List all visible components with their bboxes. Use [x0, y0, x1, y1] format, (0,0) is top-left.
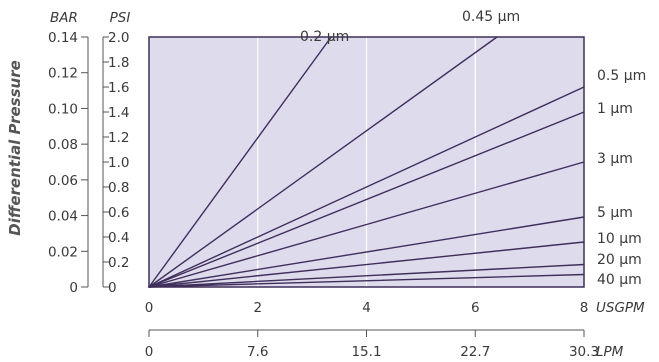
series-label: 0.45 µm	[462, 9, 520, 25]
series-label: 20 µm	[597, 252, 642, 268]
psi-tick-label: 1.6	[108, 80, 129, 96]
usgpm-tick-label: 4	[362, 300, 371, 316]
psi-tick-label: 0.6	[108, 205, 129, 221]
psi-tick-label: 0.8	[108, 180, 129, 196]
lpm-tick-label: 0	[145, 344, 154, 360]
lpm-tick-label: 30.3	[569, 344, 599, 360]
series-line	[148, 273, 585, 288]
bar-tick-label: 0.12	[48, 66, 78, 82]
psi-tick-label: 1.2	[108, 130, 129, 146]
bar-tick-label: 0.06	[48, 173, 78, 189]
psi-tick-label: 0.2	[108, 255, 129, 271]
bar-unit-label: BAR	[50, 10, 78, 26]
series-label: 5 µm	[597, 205, 633, 221]
series-label: 0.5 µm	[597, 68, 646, 84]
series-line	[148, 111, 585, 288]
usgpm-unit-label: USGPM	[596, 300, 645, 316]
lpm-tick-label: 22.7	[460, 344, 490, 360]
series-line	[148, 36, 498, 288]
psi-tick-label: 1.0	[108, 155, 129, 171]
series-label: 40 µm	[597, 272, 642, 288]
lpm-tick-label: 7.6	[247, 344, 268, 360]
series-label: 10 µm	[597, 231, 642, 247]
usgpm-tick-label: 0	[145, 300, 154, 316]
series-line	[148, 161, 585, 288]
usgpm-tick-label: 2	[253, 300, 262, 316]
grid-lines	[257, 37, 476, 287]
bar-tick-label: 0.14	[48, 30, 78, 46]
psi-tick-label: 1.4	[108, 105, 129, 121]
psi-tick-label: 1.8	[108, 55, 129, 71]
bar-tick-label: 0.02	[48, 244, 78, 260]
bar-tick-label: 0.10	[48, 101, 78, 117]
lpm-unit-label: LPM	[596, 344, 624, 360]
series-line	[148, 241, 585, 288]
psi-tick-label: 0	[108, 280, 117, 296]
usgpm-tick-label: 6	[471, 300, 480, 316]
bar-tick-label: 0.04	[48, 209, 78, 225]
series-lines	[148, 36, 585, 288]
psi-tick-label: 0.4	[108, 230, 129, 246]
psi-tick-label: 2.0	[108, 30, 129, 46]
psi-unit-label: PSI	[110, 10, 131, 26]
series-label: 0.2 µm	[300, 29, 349, 45]
lpm-tick-label: 15.1	[351, 344, 381, 360]
usgpm-tick-label: 8	[580, 300, 589, 316]
bar-tick-label: 0	[69, 280, 78, 296]
plot-frame	[148, 36, 585, 288]
series-labels: 0.2 µm 0.45 µm 0.5 µm 1 µm 3 µm 5 µm 10 µm 20 µ…	[300, 9, 646, 288]
axes: 0 0.02 0.04 0.06 0.08 0.10 0.12 0.14 BAR 0 0.2 0.4 0…	[48, 10, 645, 360]
series-line	[148, 216, 585, 288]
series-label: 3 µm	[597, 151, 633, 167]
y-axis-title: Differential Pressure	[6, 60, 24, 236]
bar-tick-label: 0.08	[48, 137, 78, 153]
series-line	[148, 86, 585, 288]
series-label: 1 µm	[597, 101, 633, 117]
series-line	[148, 263, 585, 288]
series-line	[148, 36, 332, 288]
